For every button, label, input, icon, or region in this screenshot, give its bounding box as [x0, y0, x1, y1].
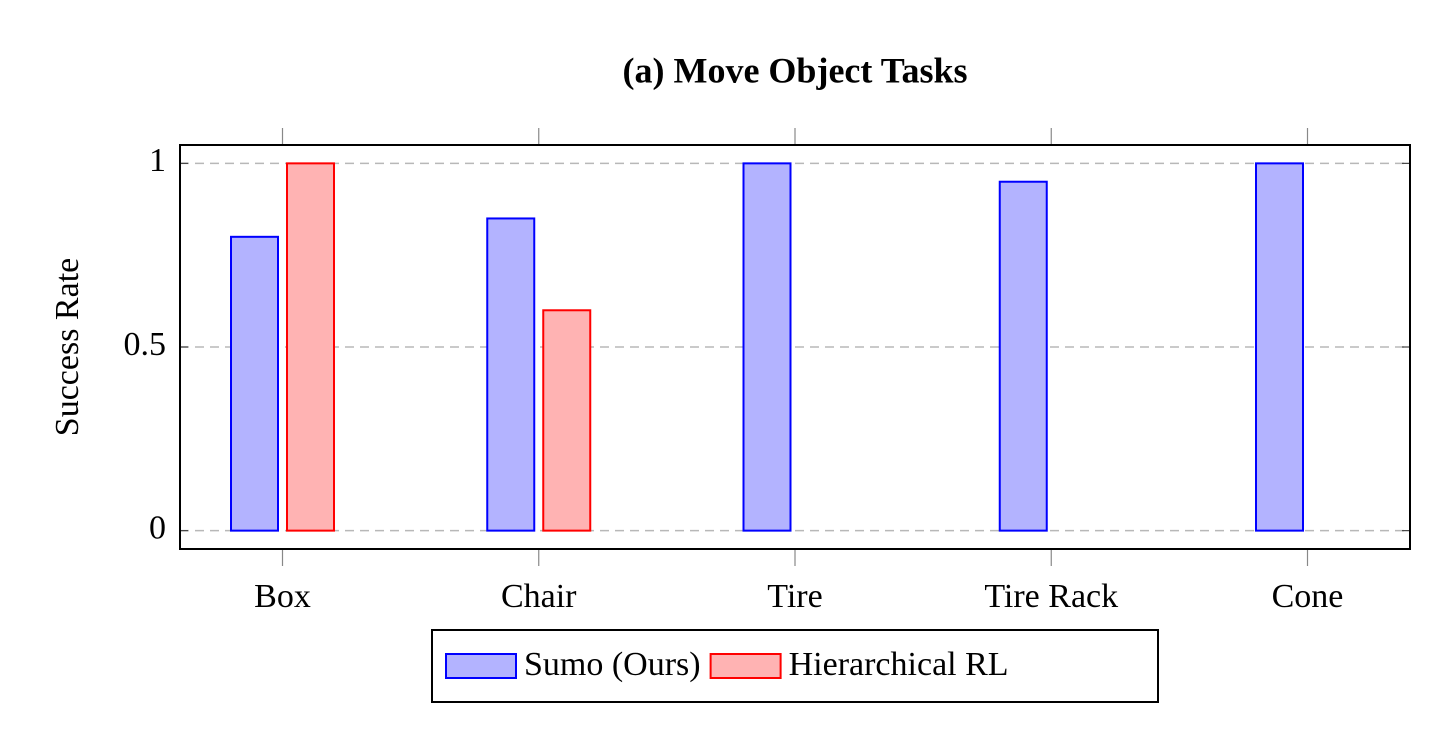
bar — [542, 309, 592, 532]
legend-label: Sumo (Ours) — [524, 646, 701, 683]
x-tick-label: Cone — [1272, 578, 1344, 615]
legend-box — [431, 629, 1159, 703]
y-tick-label: 1 — [149, 142, 166, 179]
chart-title: (a) Move Object Tasks — [623, 50, 968, 90]
y-axis-label: Success Rate — [49, 258, 86, 436]
x-tick-label: Box — [254, 578, 311, 615]
x-tick-label: Chair — [501, 578, 577, 615]
bar — [230, 235, 279, 532]
y-tick-label: 0.5 — [124, 326, 167, 363]
x-tick-label: Tire Rack — [984, 578, 1118, 615]
bar — [486, 217, 536, 532]
bar — [998, 180, 1048, 532]
bar — [1255, 162, 1304, 532]
x-tick-label: Tire — [767, 578, 822, 615]
legend-label: Hierarchical RL — [789, 646, 1009, 683]
legend-swatch — [445, 653, 517, 679]
plot-frame — [179, 144, 1411, 550]
legend-swatch — [709, 653, 782, 679]
bar — [742, 162, 792, 532]
y-tick-label: 0 — [149, 509, 166, 546]
bar — [286, 162, 335, 532]
